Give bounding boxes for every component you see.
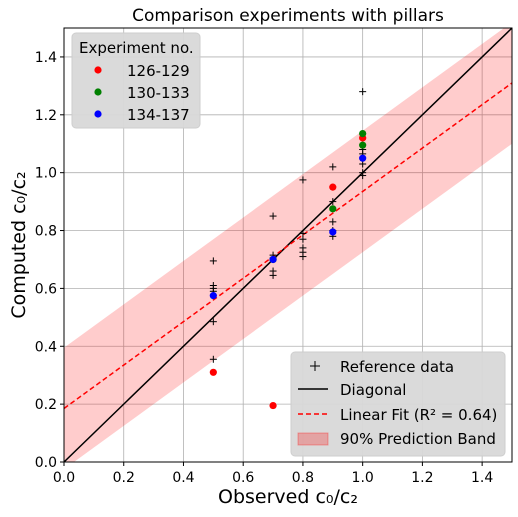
x-tick-label-1: 0.2 — [113, 470, 135, 486]
y-tick-label-7: 1.4 — [35, 50, 57, 66]
series-126-129-point-1 — [269, 401, 277, 410]
plot-frame — [63, 27, 513, 463]
series-130-133-point-3 — [359, 141, 367, 149]
y-tick-label-5: 1.0 — [35, 166, 57, 182]
legend-label-fit: Linear Fit (R² = 0.64) — [340, 406, 497, 424]
reference-point-0 — [209, 257, 217, 265]
x-axis-label: Observed c₀/c₂ — [218, 486, 358, 508]
legend-experiments: Experiment no. 126-129 130-133 134-137 — [71, 32, 201, 129]
legend-label-reference: Reference data — [340, 358, 454, 376]
series-134-137-point-3 — [359, 154, 367, 162]
x-axis-ticks: 0.0 0.2 0.4 0.6 0.8 1.0 1.2 1.4 — [53, 462, 493, 486]
series-126-129-point-0 — [209, 368, 217, 376]
legend-lines: Reference data Diagonal Linear Fit (R² =… — [290, 351, 506, 457]
x-tick-label-5: 1.0 — [352, 470, 374, 486]
y-tick-label-6: 1.2 — [35, 108, 57, 124]
legend-label-134-137: 134-137 — [127, 106, 190, 124]
legend-marker-130-133 — [94, 88, 102, 96]
x-tick-label-0: 0.0 — [53, 470, 75, 486]
diagonal-line — [64, 28, 512, 462]
chart-title: Comparison experiments with pillars — [132, 6, 444, 26]
reference-point-22 — [359, 88, 367, 96]
series-130-133-point-1 — [329, 205, 337, 213]
legend-experiments-title: Experiment no. — [79, 39, 194, 57]
reference-point-19 — [329, 218, 337, 226]
reference-point-18 — [329, 198, 337, 206]
series-130-133-point-2 — [359, 130, 367, 138]
series-134-137-point-2 — [329, 228, 337, 236]
x-tick-label-6: 1.2 — [411, 470, 433, 486]
y-tick-label-4: 0.8 — [35, 224, 57, 240]
y-axis-ticks: 0.0 0.2 0.4 0.6 0.8 1.0 1.2 1.4 — [35, 50, 64, 471]
reference-point-28 — [359, 172, 367, 180]
series-134-137-point-0 — [209, 292, 217, 300]
x-tick-label-3: 0.6 — [232, 470, 254, 486]
reference-point-6 — [269, 212, 277, 220]
legend-marker-126-129 — [94, 66, 102, 74]
reference-point-11 — [299, 176, 307, 184]
series-126-129-point-2 — [329, 183, 337, 191]
legend-label-band: 90% Prediction Band — [340, 430, 496, 448]
reference-point-17 — [329, 163, 337, 171]
legend-marker-134-137 — [94, 110, 102, 118]
y-tick-label-3: 0.6 — [35, 281, 57, 297]
x-tick-label-7: 1.4 — [471, 470, 493, 486]
reference-point-5 — [209, 355, 217, 363]
y-tick-label-2: 0.4 — [35, 339, 57, 355]
y-tick-label-0: 0.0 — [35, 455, 57, 471]
legend-label-diagonal: Diagonal — [340, 381, 406, 399]
experiment-points — [209, 130, 367, 410]
x-tick-label-2: 0.4 — [172, 470, 194, 486]
legend-label-126-129: 126-129 — [127, 62, 190, 80]
legend-label-130-133: 130-133 — [127, 84, 190, 102]
reference-point-10 — [269, 271, 277, 279]
y-tick-label-1: 0.2 — [35, 397, 57, 413]
legend-marker-reference — [310, 361, 320, 371]
linear-fit-line — [64, 82, 512, 410]
y-axis-label: Computed c₀/c₂ — [8, 171, 30, 318]
reference-point-16 — [299, 253, 307, 261]
x-tick-label-4: 0.8 — [292, 470, 314, 486]
reference-point-13 — [299, 235, 307, 243]
legend-marker-band — [297, 432, 329, 446]
series-134-137-point-1 — [269, 255, 277, 264]
reference-point-4 — [209, 318, 217, 326]
